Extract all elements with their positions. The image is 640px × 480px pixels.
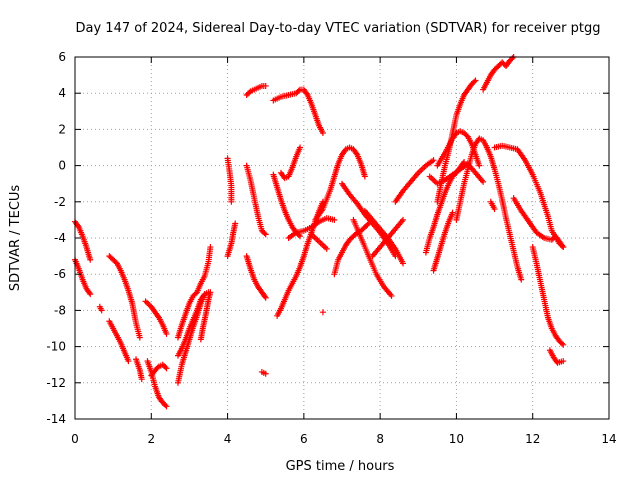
data-point-arc-21 xyxy=(303,90,310,97)
y-tick-label: -4 xyxy=(54,231,66,245)
data-point-arc-08 xyxy=(163,403,170,410)
axis-ticks: 0 2 4 6 8 10 12 14 -14 -12 -10 -8 -6 -4 -2 0 2 4 6 xyxy=(46,50,616,446)
data-point-arc-46 xyxy=(319,309,326,316)
data-point-arc-18 xyxy=(262,231,269,238)
y-tick-label: -2 xyxy=(54,195,66,209)
data-point-arc-15 xyxy=(232,220,239,227)
data-point-arc-29 xyxy=(400,260,407,267)
data-point-arc-19 xyxy=(262,370,269,377)
x-axis-label: GPS time / hours xyxy=(286,459,395,474)
data-point-arc-02 xyxy=(87,291,94,298)
data-point-arc-01 xyxy=(74,222,81,229)
data-point-arc-34 xyxy=(472,77,479,84)
data-point-arc-42 xyxy=(560,244,567,251)
data-point-arc-02 xyxy=(86,289,93,296)
data-point-arc-43 xyxy=(560,341,567,348)
data-point-arc-07 xyxy=(163,330,170,337)
data-point-arc-09 xyxy=(163,365,170,372)
data-point-arc-28 xyxy=(388,292,395,299)
data-point-arc-07 xyxy=(154,313,161,320)
data-point-arc-40 xyxy=(491,206,498,213)
x-tick-label: 2 xyxy=(147,432,155,446)
data-point-arc-09 xyxy=(154,364,161,371)
x-tick-label: 4 xyxy=(224,432,232,446)
data-point-arc-42 xyxy=(559,242,566,249)
data-point-arc-17 xyxy=(261,293,268,300)
data-point-arc-31 xyxy=(430,157,437,164)
y-tick-label: -8 xyxy=(54,303,66,317)
data-point-arc-25 xyxy=(353,150,360,157)
data-point-arc-35 xyxy=(476,162,483,169)
data-marks xyxy=(72,54,567,410)
data-point-arc-34 xyxy=(471,78,478,85)
y-tick-label: 4 xyxy=(58,86,66,100)
x-tick-label: 6 xyxy=(300,432,308,446)
data-point-arc-04 xyxy=(136,334,143,341)
data-point-arc-39 xyxy=(509,55,516,62)
data-point-arc-38 xyxy=(518,276,525,283)
x-tick-label: 0 xyxy=(71,432,79,446)
y-tick-label: 6 xyxy=(58,50,66,64)
y-tick-label: 2 xyxy=(58,122,66,136)
data-point-arc-18 xyxy=(261,230,268,237)
y-tick-label: -12 xyxy=(46,376,66,390)
x-tick-label: 8 xyxy=(376,432,384,446)
data-point-arc-25 xyxy=(361,173,368,180)
data-point-arc-17 xyxy=(262,294,269,301)
y-tick-label: 0 xyxy=(58,159,66,173)
data-point-arc-04 xyxy=(112,259,119,266)
data-point-arc-03 xyxy=(98,307,105,314)
data-point-arc-45 xyxy=(323,245,330,252)
data-point-arc-06 xyxy=(138,376,145,383)
data-point-arc-21 xyxy=(319,130,326,137)
data-point-arc-43 xyxy=(558,340,565,347)
y-tick-label: -14 xyxy=(46,412,66,426)
data-point-arc-26 xyxy=(364,221,371,228)
data-point-arc-10 xyxy=(207,244,214,251)
data-point-arc-30 xyxy=(400,216,407,223)
data-point-arc-01 xyxy=(87,256,94,263)
data-point-arc-36 xyxy=(480,178,487,185)
data-point-arc-21 xyxy=(295,87,302,94)
data-point-arc-05 xyxy=(125,358,132,365)
y-tick-label: -6 xyxy=(54,267,66,281)
x-tick-label: 10 xyxy=(449,432,464,446)
data-point-arc-23 xyxy=(297,144,304,151)
grid xyxy=(75,57,609,419)
chart-title: Day 147 of 2024, Sidereal Day-to-day VTE… xyxy=(76,21,601,36)
data-point-arc-44 xyxy=(560,358,567,365)
y-axis-label: SDTVAR / TECUs xyxy=(8,185,23,292)
x-tick-label: 14 xyxy=(601,432,616,446)
x-tick-label: 12 xyxy=(525,432,540,446)
data-point-arc-16 xyxy=(246,89,253,96)
data-point-arc-35 xyxy=(463,132,470,139)
y-tick-label: -10 xyxy=(46,340,66,354)
data-point-arc-09 xyxy=(162,364,169,371)
data-point-arc-13 xyxy=(207,289,214,296)
data-point-arc-16 xyxy=(262,82,269,89)
data-point-arc-33 xyxy=(449,209,456,216)
data-point-arc-14 xyxy=(228,198,235,205)
data-point-arc-08 xyxy=(162,402,169,409)
data-point-arc-10 xyxy=(192,290,199,297)
data-point-arc-24 xyxy=(331,216,338,223)
